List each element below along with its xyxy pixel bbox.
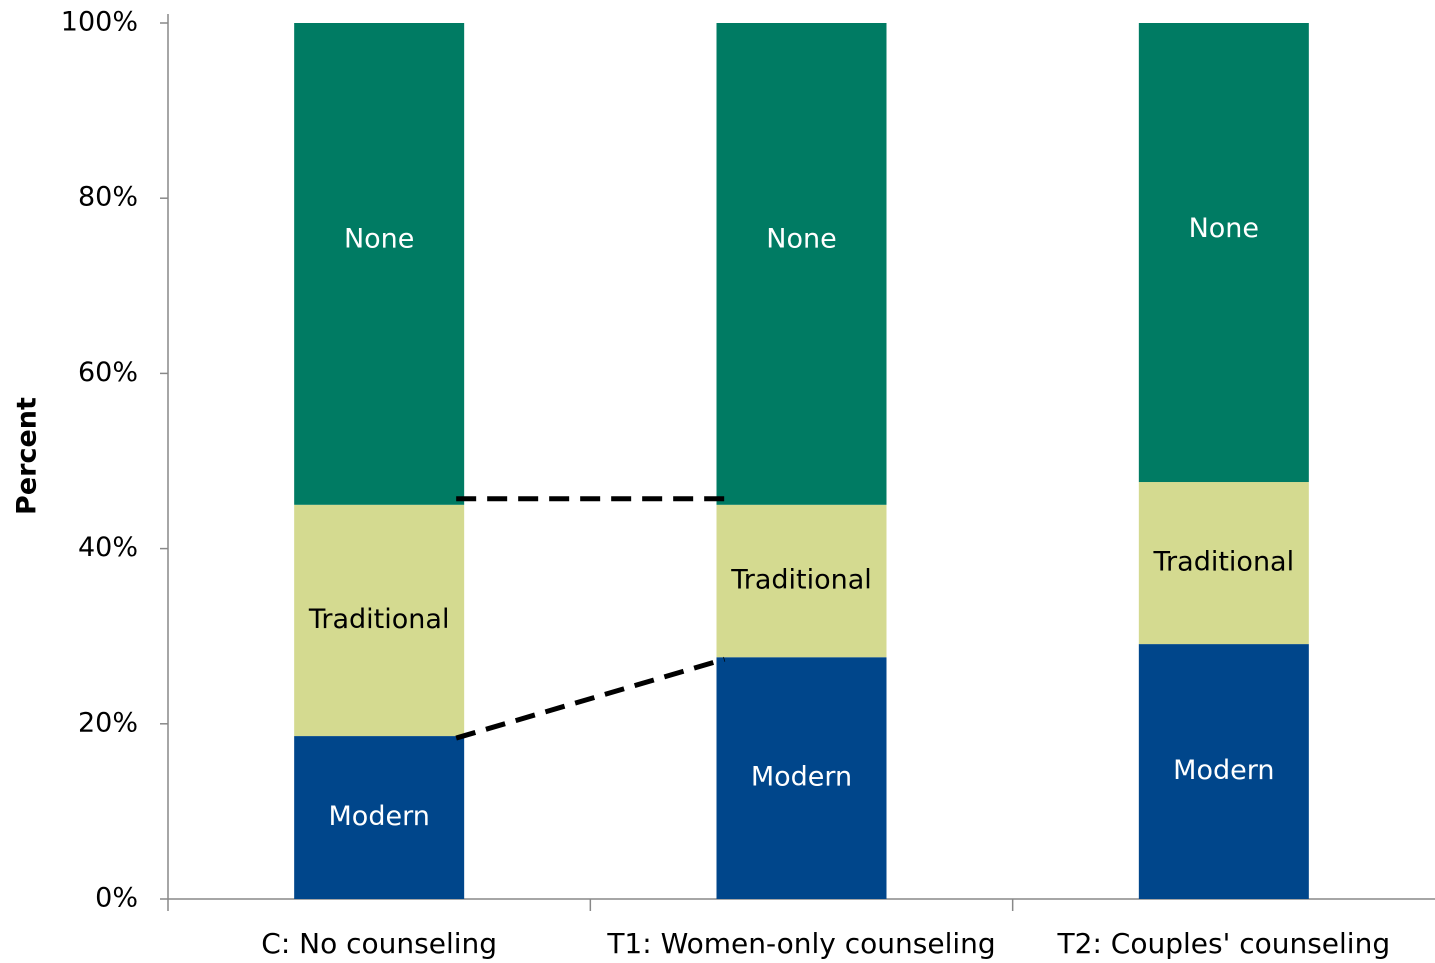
segment-label: Traditional: [730, 565, 872, 596]
x-tick-label: T2: Couples' counseling: [1057, 927, 1391, 960]
bar-segment: [1138, 23, 1309, 483]
x-tick-label: T1: Women-only counseling: [606, 927, 995, 960]
y-tick-label: 40%: [78, 532, 138, 563]
y-tick-label: 0%: [95, 883, 138, 914]
bar-segment: [716, 504, 887, 658]
segment-label: None: [1189, 213, 1259, 244]
segment-label: None: [766, 223, 836, 254]
bar-segment: [1138, 644, 1309, 899]
segment-label: Modern: [1173, 755, 1274, 786]
x-tick-label: C: No counseling: [261, 927, 497, 960]
bar-segment: [294, 736, 465, 899]
comparison-line: [455, 656, 726, 741]
segment-label: Modern: [329, 801, 430, 832]
bar-segment: [294, 504, 465, 737]
y-tick-label: 60%: [78, 357, 138, 388]
segment-label: Traditional: [1153, 547, 1295, 578]
segment-label: Traditional: [308, 604, 450, 635]
y-axis-label: Percent: [12, 397, 43, 515]
y-tick-label: 20%: [78, 707, 138, 738]
bar-segment: [716, 23, 887, 505]
bar-segment: [716, 657, 887, 899]
bar-segment: [294, 23, 465, 505]
bar-segment: [1138, 482, 1309, 645]
y-tick-label: 80%: [78, 182, 138, 213]
segment-label: None: [344, 223, 414, 254]
y-tick-label: 100%: [61, 7, 138, 38]
segment-label: Modern: [751, 762, 852, 793]
